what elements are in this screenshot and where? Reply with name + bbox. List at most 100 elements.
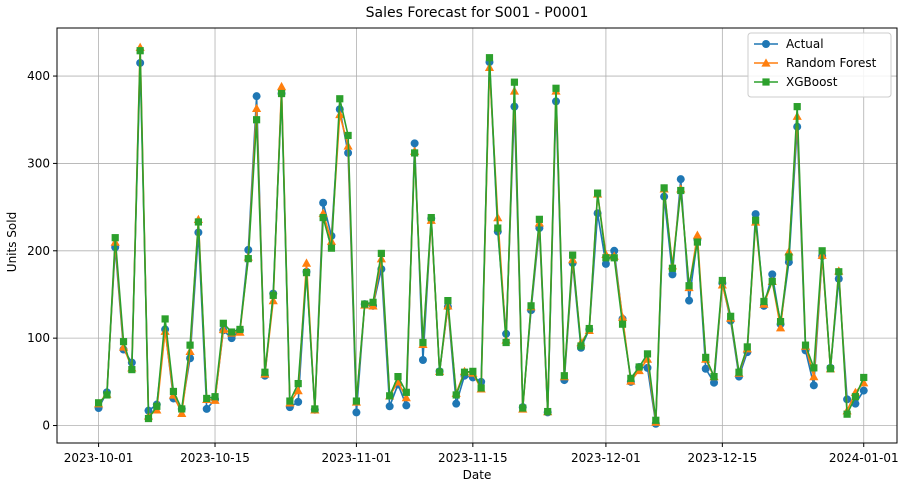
- data-point-xgboost: [103, 391, 111, 399]
- data-point-xgboost: [153, 402, 161, 410]
- data-point-xgboost: [635, 363, 643, 371]
- data-point-xgboost: [776, 317, 785, 326]
- data-point-actual: [859, 386, 868, 395]
- axis-ticks: 0 100 200 300 400 2023-10-01 2023-10-15 2023-11…: [27, 69, 899, 465]
- data-point-xgboost: [544, 407, 552, 416]
- data-point-xgboost: [510, 78, 519, 86]
- data-point-xgboost: [851, 393, 860, 401]
- data-point-xgboost: [377, 249, 385, 258]
- data-point-xgboost: [344, 131, 352, 140]
- y-tick-label: 300: [27, 156, 50, 170]
- data-point-actual: [452, 399, 461, 408]
- data-point-actual: [751, 210, 760, 219]
- data-point-xgboost: [111, 234, 119, 242]
- data-point-xgboost: [660, 184, 668, 192]
- chart-title: Sales Forecast for S001 - P0001: [365, 5, 589, 21]
- plot-frame: [56, 27, 898, 444]
- data-point-xgboost: [369, 298, 377, 306]
- data-point-xgboost: [810, 364, 818, 372]
- data-point-xgboost: [236, 325, 244, 334]
- data-point-random-forest: [809, 372, 819, 381]
- data-point-random-forest: [177, 408, 187, 417]
- data-point-xgboost: [693, 238, 701, 246]
- data-point-xgboost: [469, 367, 477, 375]
- data-point-actual: [676, 175, 685, 184]
- data-point-xgboost: [460, 368, 469, 376]
- legend-label-random-forest: Random Forest: [786, 56, 877, 70]
- data-point-xgboost: [386, 392, 394, 400]
- x-axis-label: Date: [462, 468, 492, 482]
- data-point-random-forest: [617, 312, 628, 321]
- data-point-xgboost: [735, 368, 743, 376]
- data-point-xgboost: [419, 338, 427, 347]
- data-point-xgboost: [194, 218, 202, 226]
- data-point-xgboost: [261, 368, 269, 376]
- data-point-xgboost: [277, 89, 286, 98]
- data-point-xgboost: [560, 372, 568, 380]
- x-tick-label: 2023-11-15: [438, 451, 508, 465]
- data-point-actual: [252, 92, 261, 101]
- data-point-xgboost: [593, 189, 602, 197]
- data-point-xgboost: [435, 368, 444, 376]
- data-point-actual: [710, 378, 719, 387]
- legend-marker-random-forest: [761, 58, 771, 67]
- data-point-actual: [668, 270, 677, 279]
- y-tick-label: 0: [42, 419, 50, 433]
- data-point-xgboost: [327, 244, 336, 252]
- data-point-actual: [410, 139, 419, 148]
- data-point-random-forest: [276, 81, 287, 91]
- data-point-xgboost: [535, 215, 543, 223]
- data-point-actual: [418, 356, 427, 364]
- data-point-xgboost: [577, 342, 585, 350]
- data-point-xgboost: [710, 373, 718, 381]
- data-point-xgboost: [627, 374, 635, 382]
- y-tick-label: 200: [27, 244, 50, 258]
- legend-label-actual: Actual: [786, 37, 824, 51]
- legend-marker-xgboost: [762, 78, 770, 86]
- data-point-xgboost: [352, 397, 361, 405]
- data-point-actual: [685, 296, 694, 305]
- data-point-xgboost: [119, 338, 128, 346]
- data-point-xgboost: [801, 341, 810, 349]
- data-point-xgboost: [178, 405, 186, 413]
- x-tick-label: 2024-01-01: [829, 451, 899, 465]
- data-point-xgboost: [269, 291, 277, 299]
- x-tick-label: 2023-12-15: [687, 451, 757, 465]
- data-point-xgboost: [336, 95, 344, 103]
- data-point-xgboost: [718, 276, 726, 285]
- data-point-random-forest: [692, 230, 702, 239]
- data-point-xgboost: [618, 320, 627, 328]
- series-xgboost: [94, 47, 868, 424]
- data-point-xgboost: [211, 393, 219, 401]
- x-tick-label: 2023-10-01: [64, 451, 134, 465]
- y-tick-label: 400: [27, 69, 50, 83]
- data-point-random-forest: [252, 103, 262, 113]
- data-point-actual: [768, 270, 777, 279]
- data-point-xgboost: [502, 338, 510, 347]
- y-tick-label: 100: [27, 331, 50, 345]
- data-point-xgboost: [843, 410, 851, 418]
- x-tick-label: 2023-10-15: [180, 451, 250, 465]
- x-tick-label: 2023-11-01: [322, 451, 392, 465]
- data-point-actual: [701, 364, 710, 373]
- data-point-xgboost: [361, 300, 369, 308]
- data-point-xgboost: [552, 84, 560, 92]
- data-point-xgboost: [569, 251, 577, 259]
- data-point-xgboost: [203, 394, 211, 403]
- data-point-xgboost: [585, 324, 593, 333]
- data-point-xgboost: [228, 328, 236, 336]
- legend-marker-actual: [762, 40, 770, 48]
- data-point-xgboost: [161, 315, 169, 323]
- data-point-actual: [202, 404, 211, 413]
- data-point-xgboost: [394, 373, 402, 381]
- data-point-xgboost: [860, 373, 868, 382]
- series-line-xgboost: [98, 49, 865, 422]
- data-point-xgboost: [760, 297, 768, 306]
- legend-label-xgboost: XGBoost: [786, 75, 838, 89]
- data-point-xgboost: [253, 116, 261, 124]
- data-point-actual: [319, 198, 328, 207]
- data-point-xgboost: [244, 255, 252, 263]
- data-point-xgboost: [94, 399, 103, 407]
- data-point-random-forest: [335, 109, 345, 119]
